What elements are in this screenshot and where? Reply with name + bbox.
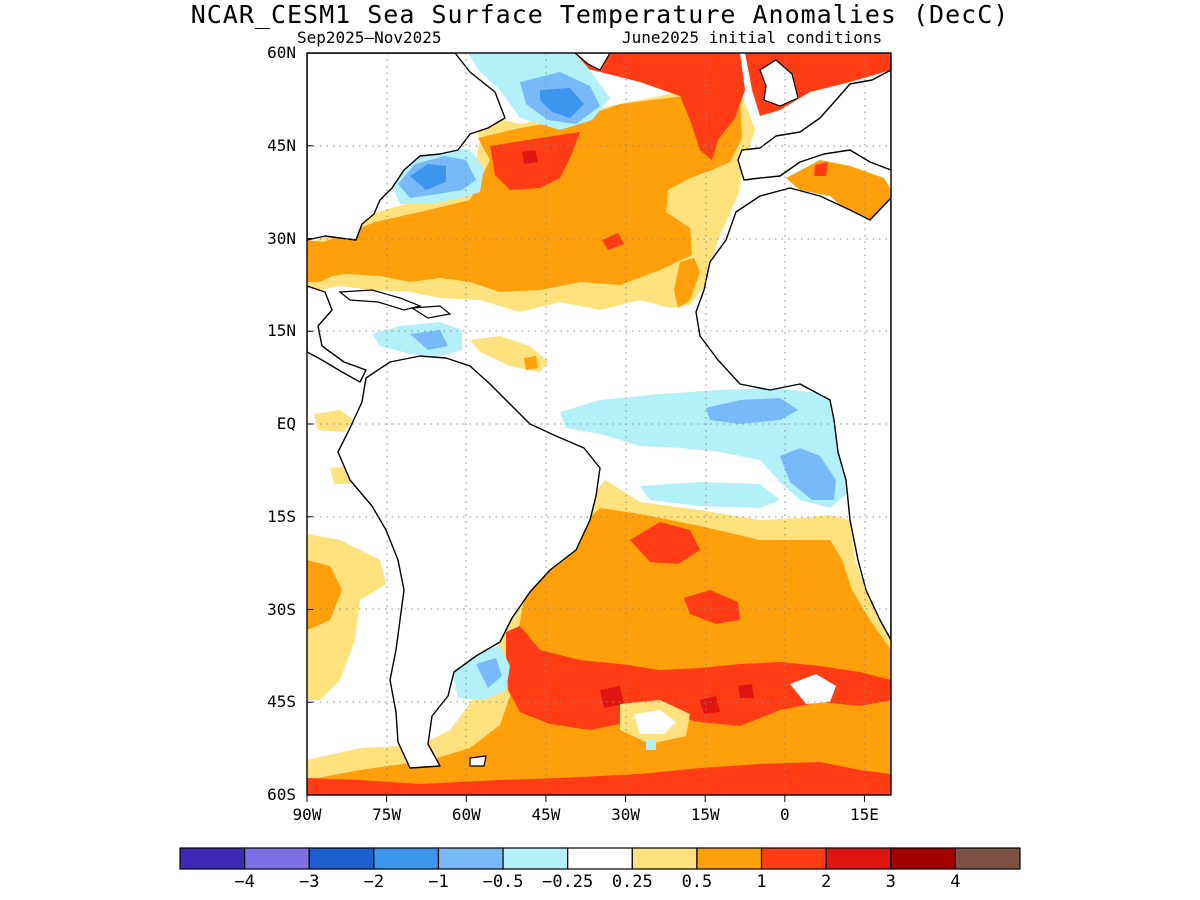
central-america-landmass xyxy=(307,285,367,383)
axis-ticks xyxy=(306,52,865,802)
anomaly-region-neg-1-2-labrador xyxy=(540,88,584,118)
anomaly-region-2-3-north-atlantic xyxy=(522,150,538,164)
lat-tick-label: 60S xyxy=(267,785,296,804)
anomaly-region-1-2-south-atlantic-mid xyxy=(684,590,740,624)
lat-tick-label: 15S xyxy=(267,506,296,526)
colorbar-swatch xyxy=(631,847,698,870)
anomaly-region-0.5-1-southeast-pacific xyxy=(307,560,342,630)
colorbar-swatch xyxy=(502,847,569,870)
colorbar-label: −1 xyxy=(428,872,449,892)
map-title: NCAR_CESM1 Sea Surface Temperature Anoma… xyxy=(190,0,1010,29)
falklands-island xyxy=(469,755,487,767)
lon-tick-label: 15E xyxy=(850,805,879,824)
anomaly-region-near-zero-south-atlantic-east-spot xyxy=(790,674,836,704)
colorbar-swatch xyxy=(696,847,763,870)
anomaly-region-neg-0.5-1-caribbean xyxy=(410,330,448,350)
colorbar-swatch xyxy=(825,847,892,870)
colorbar-label: −4 xyxy=(234,872,255,892)
anomaly-region-neg-0.5-1-angola xyxy=(780,448,836,500)
colorbar xyxy=(179,847,1021,870)
anomaly-region-0.5-1-caribbean xyxy=(524,356,538,370)
colorbar-swatch xyxy=(179,847,246,870)
colorbar-label: −3 xyxy=(298,872,320,892)
colorbar-label: 2 xyxy=(821,872,832,892)
forecast-period: Sep2025–Nov2025 xyxy=(297,28,442,47)
africa-landmass xyxy=(695,187,891,641)
lat-tick-label: 60N xyxy=(267,43,296,62)
colorbar-swatch xyxy=(954,847,1021,870)
lon-tick-label: 90W xyxy=(292,805,322,824)
anomaly-region-0.25-0.5-pacific-coast xyxy=(314,410,354,432)
colorbar-swatch xyxy=(890,847,956,870)
colorbar-swatch xyxy=(567,847,633,870)
anomaly-region-1-2-brazil-malvinas xyxy=(506,626,891,730)
colorbar-label: −2 xyxy=(363,872,385,892)
british-isles-island xyxy=(759,59,799,107)
colorbar-label: 3 xyxy=(885,872,896,892)
colorbar-label: −0.5 xyxy=(482,872,524,892)
lon-tick-label: 75W xyxy=(372,805,402,824)
anomaly-region-2-3-south-atlantic-far-east xyxy=(738,684,754,698)
anomaly-region-1-2-north-atlantic-east xyxy=(575,53,745,160)
europe-landmass xyxy=(737,53,891,181)
lon-tick-label: 0 xyxy=(779,805,790,824)
lat-tick-label: 45N xyxy=(267,135,296,155)
colorbar-swatch xyxy=(244,847,310,870)
anomaly-region-0.5-1-canary xyxy=(674,258,700,308)
greenland-landmass xyxy=(574,53,611,71)
anomaly-region-neg-0.5-1-gulf-of-guinea xyxy=(706,398,798,424)
colorbar-swatch xyxy=(760,847,827,870)
anomaly-region-1-2-south-atlantic-north xyxy=(630,522,700,564)
colorbar-label: 1 xyxy=(756,872,767,892)
lat-tick-label: 30S xyxy=(267,599,296,619)
colorbar-swatch xyxy=(308,847,375,870)
anomaly-region-1-2-subtropical xyxy=(602,233,624,250)
anomaly-region-neg-0.25-0.5-south-atlantic-spot xyxy=(646,740,656,750)
anomaly-region-neg-0.5-1-patagonia-shelf xyxy=(476,658,502,688)
anomaly-region-0.5-1-north-atlantic xyxy=(307,94,742,292)
anomaly-region-near-zero-south-atlantic-spot xyxy=(634,710,676,734)
anomaly-region-1-2-southern-ocean xyxy=(307,762,891,795)
colorbar-label: 4 xyxy=(950,872,961,892)
south-america-landmass xyxy=(337,355,601,769)
lat-tick-label: EQ xyxy=(276,414,296,433)
lon-tick-label: 30W xyxy=(611,805,640,824)
colorbar-swatch xyxy=(437,847,504,870)
colorbar-swatch xyxy=(373,847,440,870)
lon-tick-label: 60W xyxy=(451,805,481,824)
lat-tick-label: 45S xyxy=(267,692,296,712)
initial-conditions: June2025 initial conditions xyxy=(622,28,883,47)
anomaly-region-0.5-1-gulf-of-mexico xyxy=(307,240,360,282)
anomaly-region-2-3-south-atlantic-east xyxy=(700,696,720,714)
map-gridlines xyxy=(307,53,891,795)
colorbar-label: 0.25 xyxy=(611,872,653,892)
colorbar-label: 0.5 xyxy=(681,872,713,892)
hispaniola-island xyxy=(410,305,452,319)
lon-tick-label: 15W xyxy=(690,805,720,824)
anomaly-region-neg-1-2-gulf-of-maine xyxy=(410,164,446,190)
anomaly-region-neg-0.25-0.5-south-equatorial xyxy=(640,482,780,508)
colorbar-label: −0.25 xyxy=(542,872,594,892)
lat-tick-label: 30N xyxy=(267,228,296,248)
lon-tick-label: 45W xyxy=(531,805,561,824)
anomaly-region-1-2-mediterranean xyxy=(814,162,828,176)
lat-tick-label: 15N xyxy=(267,321,296,341)
